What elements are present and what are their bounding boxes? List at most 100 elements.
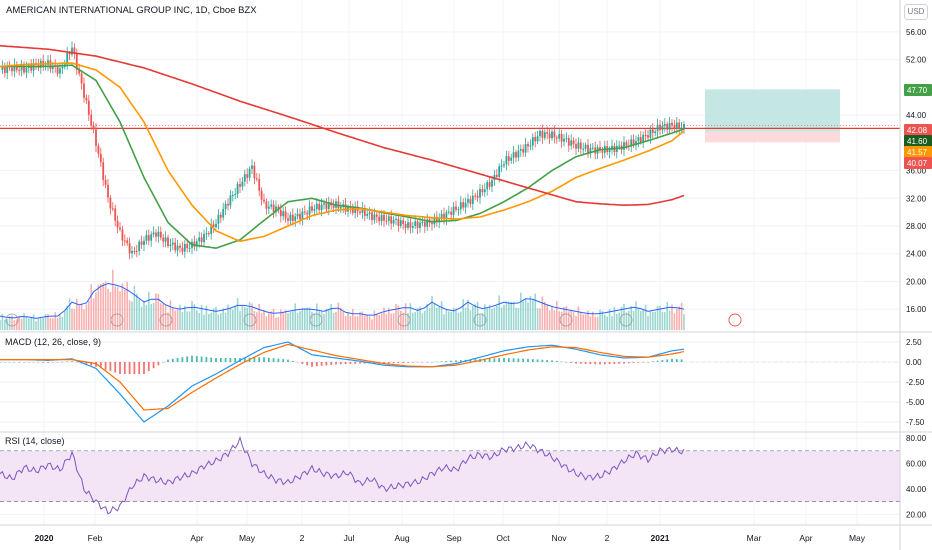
macd-histogram-bar <box>522 358 525 362</box>
candle-body <box>668 122 671 130</box>
macd-histogram-bar <box>133 362 136 374</box>
macd-histogram-bar <box>296 362 299 363</box>
candle-body <box>243 174 246 182</box>
macd-histogram-bar <box>584 362 587 364</box>
volume-bar <box>287 313 289 330</box>
volume-bar <box>443 314 445 330</box>
candle-body <box>558 133 561 139</box>
rsi-pane <box>0 435 900 515</box>
candle-body <box>222 209 225 218</box>
macd-histogram-bar <box>263 357 265 362</box>
volume-bar <box>587 310 589 330</box>
candle-body <box>611 145 613 150</box>
candle-body <box>649 129 652 138</box>
candle-body <box>162 237 165 242</box>
rsi-tick-label: 80.00 <box>906 434 927 443</box>
candle-body <box>179 245 181 248</box>
candle-body <box>483 189 486 193</box>
candle-body <box>258 179 261 191</box>
candle-body <box>68 53 71 55</box>
volume-bar <box>167 312 169 330</box>
volume-bar <box>376 314 378 330</box>
volume-bar <box>544 301 546 330</box>
volume-bars <box>0 269 685 330</box>
price-tag-bg <box>904 84 932 96</box>
candle-body <box>325 203 328 209</box>
volume-bar <box>172 307 174 330</box>
rsi-line <box>0 435 685 515</box>
volume-bar <box>318 311 320 330</box>
candle-body <box>207 233 210 235</box>
macd-histogram-bar <box>469 359 472 362</box>
volume-bar <box>584 314 587 330</box>
candle-body <box>277 206 280 210</box>
candle-body <box>318 203 321 211</box>
candle-body <box>210 224 213 234</box>
candle-body <box>519 149 522 151</box>
macd-histogram-bar <box>138 362 141 374</box>
candle-body <box>368 212 371 214</box>
candle-body <box>272 204 275 212</box>
volume-bar <box>112 269 114 330</box>
volume-bar <box>325 308 328 330</box>
candle-body <box>479 189 481 198</box>
volume-bar <box>604 314 606 330</box>
candle-body <box>445 212 448 220</box>
volume-bar <box>347 312 349 330</box>
ma_long-line <box>0 44 685 207</box>
volume-bar <box>32 314 35 330</box>
candle-body <box>656 124 659 132</box>
volume-bar <box>260 313 263 330</box>
macd-histogram-bar <box>282 359 285 362</box>
volume-bar <box>198 312 200 330</box>
volume-bar <box>402 312 404 330</box>
volume-bar <box>481 313 484 330</box>
volume-bar <box>613 306 616 330</box>
candle-body <box>114 208 117 221</box>
macd-title[interactable]: MACD (12, 26, close, 9) <box>5 337 102 347</box>
volume-bar <box>652 312 654 330</box>
volume-bar <box>100 283 102 330</box>
volume-bar <box>124 289 126 330</box>
volume-bar <box>616 313 618 330</box>
currency-badge[interactable]: USD <box>904 4 928 20</box>
volume-bar <box>37 318 40 330</box>
candle-body <box>431 222 433 225</box>
volume-bar <box>90 284 92 330</box>
volume-bar <box>35 321 37 330</box>
candle-body <box>673 125 676 129</box>
volume-bar <box>179 304 181 330</box>
volume-bar <box>493 307 496 330</box>
candle-body <box>385 220 388 222</box>
volume-bar <box>460 311 462 330</box>
candle-body <box>203 233 205 243</box>
candle-body <box>332 205 335 208</box>
candle-body <box>83 83 85 98</box>
candle-body <box>282 211 285 217</box>
volume-bar <box>476 301 479 330</box>
macd-histogram-bar <box>608 362 611 365</box>
macd-histogram-bar <box>431 362 433 363</box>
volume-bar <box>275 317 277 330</box>
price-tag-bg <box>904 135 932 147</box>
volume-bar <box>68 298 71 330</box>
macd-histogram-bar <box>560 361 563 363</box>
macd-line <box>0 341 685 423</box>
candle-body <box>421 221 424 223</box>
volume-bar <box>508 301 510 330</box>
candle-body <box>102 162 105 180</box>
volume-bar <box>668 310 671 330</box>
candle-body <box>80 73 83 84</box>
price-tag-label: 47.70 <box>907 86 928 95</box>
macd-histogram-bar <box>402 362 405 363</box>
macd-histogram-bar <box>421 362 424 363</box>
candle-body <box>647 135 649 138</box>
macd-histogram-bar <box>632 362 635 363</box>
rsi-title[interactable]: RSI (14, close) <box>5 436 65 446</box>
volume-bar <box>47 314 49 330</box>
volume-bar <box>246 307 248 330</box>
volume-bar <box>191 300 193 330</box>
volume-bar <box>563 306 565 330</box>
macd-histogram-bar <box>8 362 11 363</box>
